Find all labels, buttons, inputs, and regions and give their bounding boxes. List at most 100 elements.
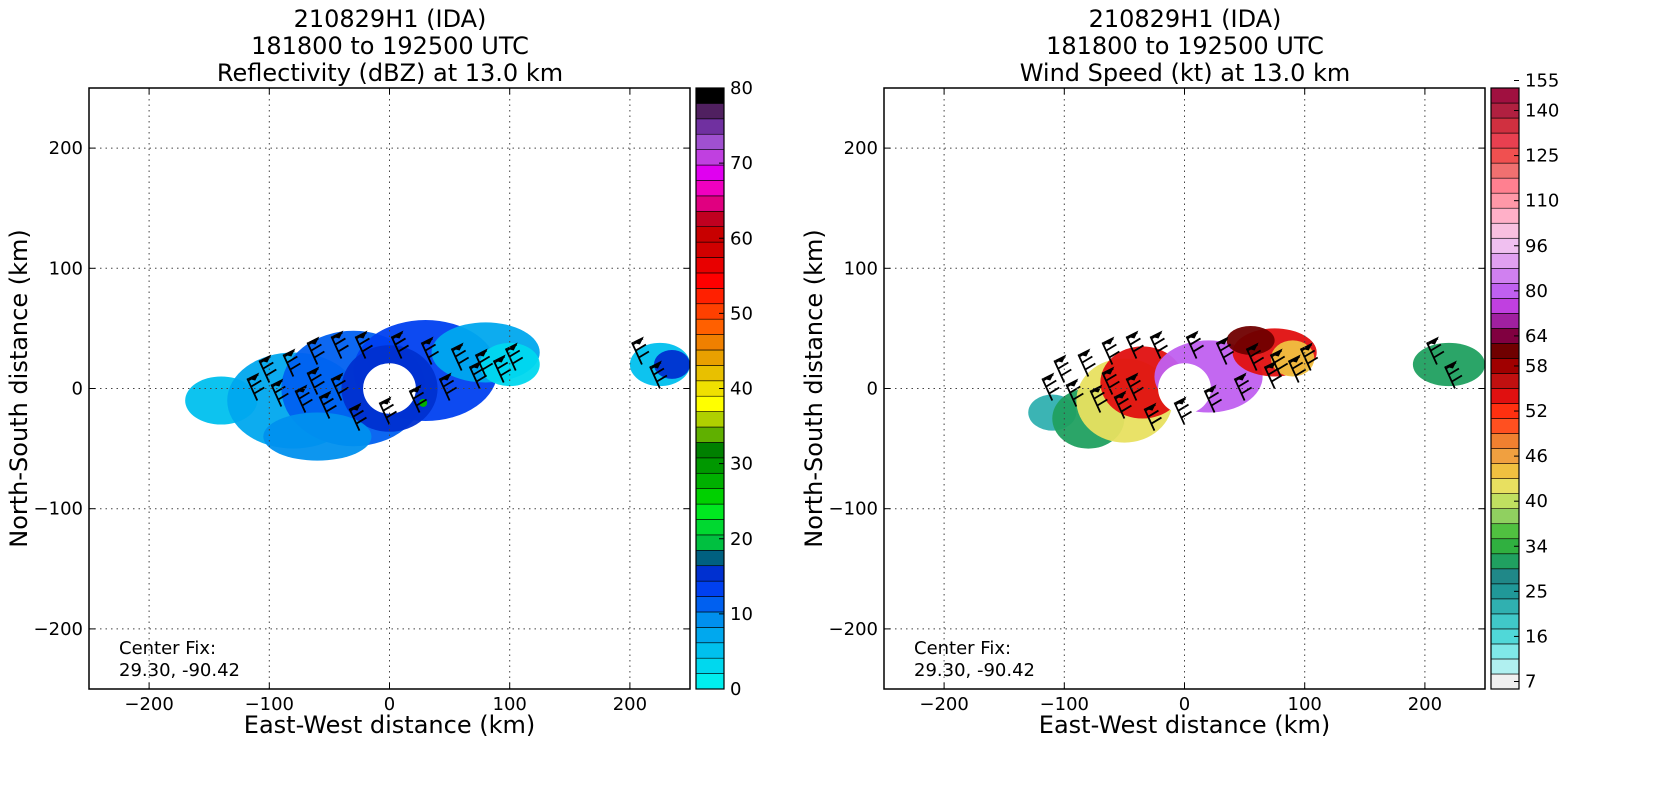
x-tick-label: 0 [1179,694,1190,715]
colorbar-segment [695,226,725,243]
wind-barb [306,337,325,365]
wind-barb [504,343,524,371]
colorbar-segment [695,180,725,197]
wind-barbs [246,330,668,431]
wind-barb-flag [1300,342,1313,351]
chart-title-line-2: 181800 to 192500 UTC [1046,32,1324,60]
colorbar-segment [1490,598,1520,615]
colorbar-frame [1490,87,1520,690]
wind-barb [378,397,397,425]
wind-barb-flag [1090,384,1103,393]
wind-barb [450,343,470,371]
wind-barb-flag [355,330,368,339]
colorbar-segment [695,164,725,181]
wind-barb [270,379,289,407]
colorbar-segment [695,627,725,644]
wind-barb [1041,373,1060,401]
x-tick-label: −200 [124,694,173,715]
wind-barb-flag [409,384,422,393]
colorbar-segment [1490,508,1520,525]
colorbar-segment [695,550,725,567]
y-tick-label: 200 [844,138,878,159]
colorbar-segment [1490,463,1520,479]
wind-barb-flag [451,342,464,351]
wind-barb-flag [1066,378,1079,387]
wind-barb [631,337,650,365]
colorbar-segment [695,519,725,536]
colorbar-tick-label: 140 [1525,101,1559,122]
data-region [263,412,372,461]
colorbar-segment [695,365,725,382]
storm-eye [363,363,416,414]
wind-barb-flag [1042,372,1055,381]
colorbar-tick-label: 80 [730,78,753,99]
colorbar-segment [1490,267,1520,284]
colorbar-segment [695,565,725,582]
y-tick-label: 100 [844,258,878,279]
colorbar-segment [1490,553,1520,570]
wind-barb [1053,355,1072,383]
wind-barb-flag [1102,336,1115,345]
colorbar-tick-label: 52 [1525,401,1548,422]
wind-barb-flag [475,348,488,357]
colorbar-tick-label: 58 [1525,356,1548,377]
colorbar-segment [1490,658,1520,675]
x-tick-label: −200 [919,694,968,715]
colorbar-segment [695,411,725,428]
wind-barb [1149,331,1168,359]
grid-lines [884,88,1485,689]
colorbar-segment [695,195,725,212]
wind-barb-flag [1444,360,1457,369]
colorbar-segment [1490,433,1520,449]
colorbar-segment [695,349,725,366]
wind-barb [1173,397,1192,425]
wind-barb-flag [1126,372,1139,381]
wind-barb-flag [331,330,344,339]
wind-barb [474,349,494,377]
wind-barb-flag [439,372,452,381]
x-tick-label: −100 [1040,694,1089,715]
wind-barb [438,373,458,401]
colorbar-segment [1490,162,1520,179]
colorbar-segment [1490,568,1520,585]
wind-barb-flag [1144,402,1157,411]
wind-barb-flag [307,336,320,345]
x-tick-label: 0 [384,694,395,715]
x-tick-label: −100 [245,694,294,715]
wind-barb [1233,373,1253,401]
wind-barb-flag [1114,390,1127,399]
colorbar-segment [1490,132,1520,149]
wind-barb [1426,337,1445,365]
colorbar-segment [695,488,725,505]
wind-barb-flag [391,330,404,339]
colorbar-segment [695,642,725,659]
wind-barb-flag [1204,384,1217,393]
colorbar-segment [1490,643,1520,660]
data-layer [185,319,690,461]
data-region [1226,325,1275,355]
wind-barb [1077,349,1096,377]
wind-barb-flag [649,360,662,369]
data-layer [1028,325,1485,449]
colorbar-segment [695,118,725,135]
colorbar-segment [695,395,725,412]
wind-barb-flag [1054,354,1067,363]
colorbar-segment [695,534,725,551]
data-region [653,350,690,379]
wind-barb [420,337,440,365]
center-fix-label: Center Fix: [119,638,216,659]
colorbar-segment [695,426,725,443]
colorbar-tick-label: 125 [1525,146,1559,167]
colorbar-tick-label: 60 [730,228,753,249]
wind-barb [348,403,367,431]
colorbar-segment [1490,87,1520,104]
wind-barb-flag [631,336,644,345]
colorbar-tick-label: 34 [1525,536,1548,557]
wind-barb-flag [331,372,344,381]
colorbar-tick-label: 46 [1525,446,1548,467]
wind-barb-flag [421,336,434,345]
wind-barb [294,385,313,413]
wind-barb [649,361,668,389]
